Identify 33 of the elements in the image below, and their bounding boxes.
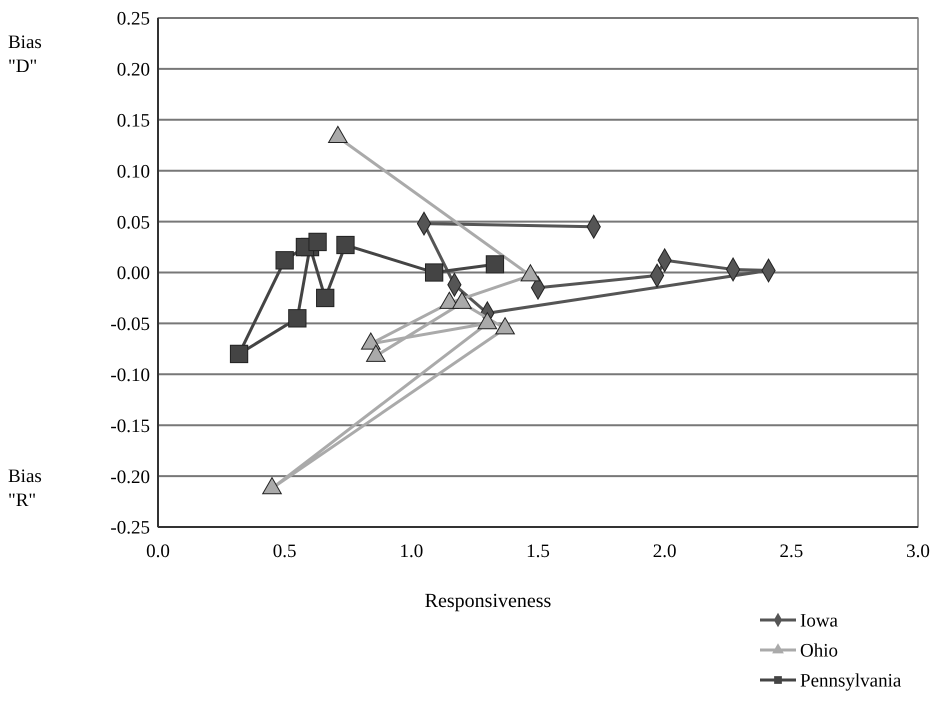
y-tick-label: 0.05: [116, 212, 150, 234]
x-tick-label: 2.0: [652, 541, 677, 562]
x-tick-label: 3.0: [906, 541, 930, 562]
point: [276, 251, 294, 270]
x-tick-label: 0.0: [146, 541, 170, 562]
y-tick-label: 0.15: [116, 110, 150, 132]
point: [424, 263, 444, 282]
legend-label: Iowa: [800, 610, 839, 632]
point: [336, 236, 355, 254]
point: [262, 477, 282, 494]
y-tick-label: -0.25: [110, 518, 150, 539]
x-axis-title: Responsiveness: [424, 590, 552, 612]
x-tick-label: 0.5: [272, 541, 297, 562]
y-tick-label: 0.20: [116, 60, 150, 81]
point: [486, 255, 504, 274]
x-tick-label: 2.5: [779, 541, 804, 562]
y-tick-label: -0.05: [110, 314, 150, 336]
point: [288, 309, 306, 328]
text: Bias "D": [8, 32, 42, 77]
y-tick-label: -0.20: [110, 466, 150, 488]
point: [316, 288, 334, 308]
y-tick-label: 0.10: [116, 161, 150, 182]
y-tick-label: -0.10: [110, 364, 150, 386]
y-tick-label: 0.25: [116, 8, 150, 30]
point: [308, 232, 327, 252]
x-tick-label: 1.5: [526, 541, 550, 562]
point: [230, 344, 248, 364]
y-tick-label: 0.00: [116, 263, 150, 284]
legend-label: Ohio: [800, 640, 838, 662]
legend-label: Pennsylvania: [800, 670, 902, 692]
text: Bias "R": [8, 466, 42, 511]
x-tick-label: 1.0: [399, 541, 424, 562]
y-tick-label: -0.15: [110, 416, 150, 437]
